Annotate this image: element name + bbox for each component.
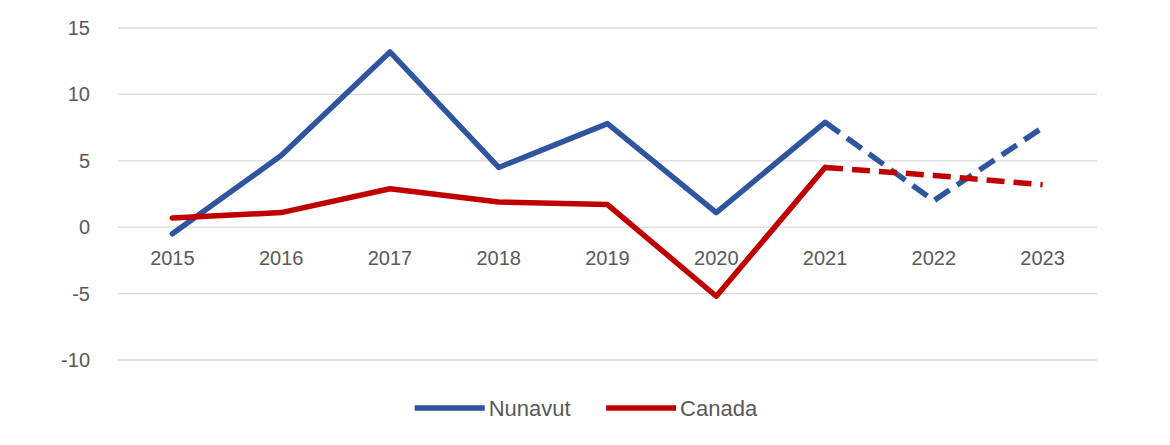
x-tick-label: 2018 [476,247,521,269]
x-tick-label: 2021 [803,247,848,269]
x-tick-label: 2019 [585,247,630,269]
y-tick-label: 15 [68,17,90,39]
grid-line [118,359,1097,360]
legend-key [415,405,485,411]
y-tick-label: -5 [72,283,90,305]
x-tick-label: 2020 [694,247,739,269]
y-tick-label: 10 [68,83,90,105]
legend-label: Nunavut [489,396,571,421]
series-line [172,52,825,234]
grid-line [118,27,1097,28]
grid-line [118,160,1097,161]
x-tick-label: 2016 [259,247,304,269]
y-tick-label: 0 [79,216,90,238]
series-line [825,167,1043,184]
chart: -10 -5 0 5 10 15 2015 2016 2017 2018 2019 2020 2021 2… [0,0,1170,445]
series-line [825,122,1043,200]
y-tick-label: 5 [79,150,90,172]
legend-label: Canada [680,396,758,421]
grid-line [118,293,1097,294]
legend-key [606,405,676,411]
series-line [172,167,825,296]
x-tick-label: 2017 [368,247,413,269]
x-tick-label: 2023 [1020,247,1065,269]
y-tick-label: -10 [61,349,90,371]
plot-area [172,52,1042,296]
grid-line [118,227,1097,228]
x-tick-label: 2022 [912,247,957,269]
grid-line [118,94,1097,95]
x-tick-label: 2015 [150,247,195,269]
